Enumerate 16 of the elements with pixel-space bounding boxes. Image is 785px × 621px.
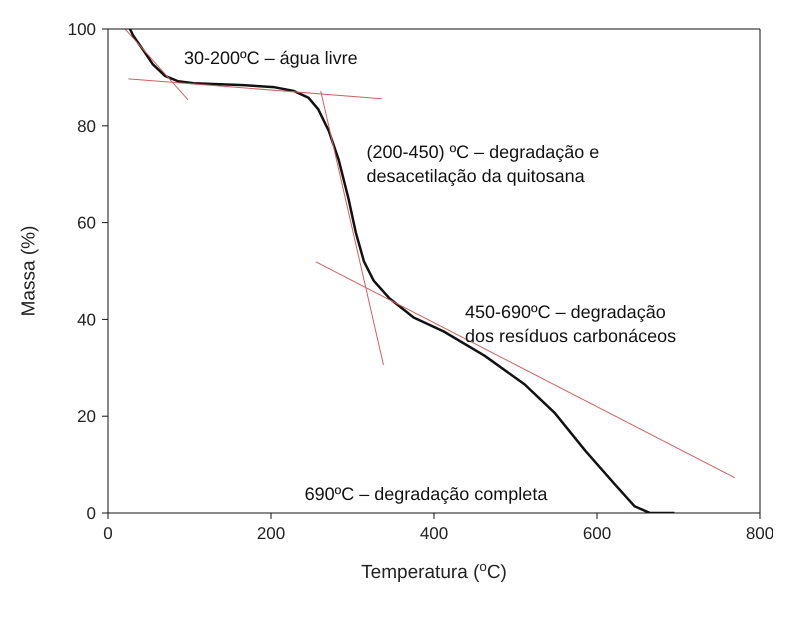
- annotation: 30-200ºC – água livre: [184, 46, 358, 70]
- annotation: (200-450) ºC – degradação e desacetilação da quitosana: [366, 141, 600, 188]
- y-tick-label: 100: [68, 20, 96, 40]
- x-tick-label: 400: [420, 524, 448, 544]
- y-axis-title: Massa (%): [18, 226, 40, 316]
- x-tick-label: 0: [103, 524, 113, 544]
- y-tick-label: 0: [86, 504, 96, 524]
- annotation: 450-690ºC – degradação dos resíduos carbonáceos: [464, 301, 676, 348]
- x-tick-label: 200: [256, 524, 286, 544]
- y-tick-label: 40: [77, 310, 96, 330]
- y-tick-label: 20: [77, 407, 96, 426]
- y-tick-label: 60: [77, 214, 96, 233]
- x-axis-title: Temperatura ($^{o}$C): [361, 558, 507, 583]
- y-tick-label: 80: [77, 116, 96, 136]
- annotation: 690ºC – degradação completa: [304, 482, 548, 506]
- x-tick-label: 600: [582, 524, 612, 544]
